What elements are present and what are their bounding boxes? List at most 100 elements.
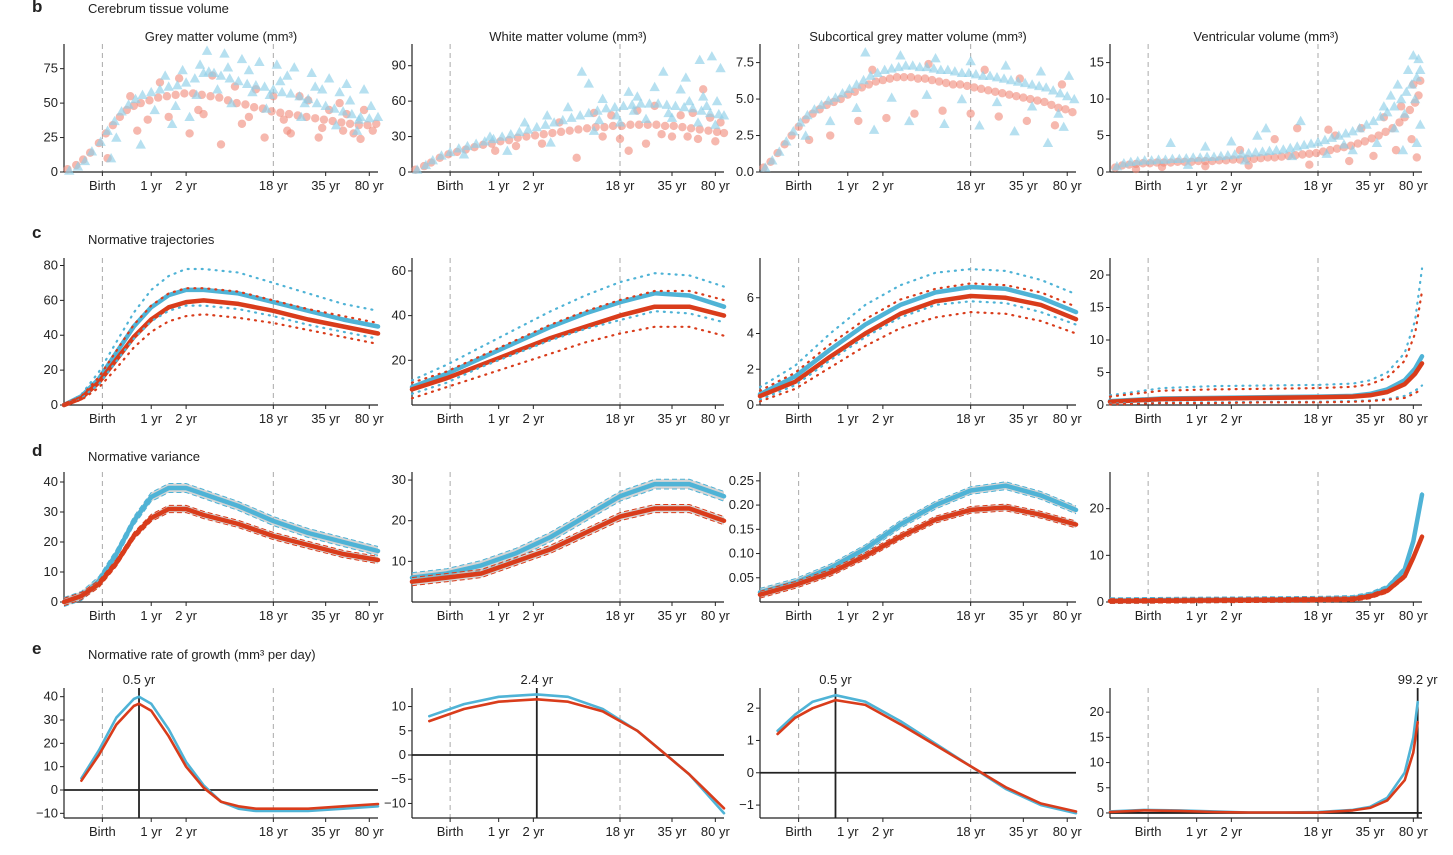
data-point-female [162, 92, 172, 101]
data-point-female [1395, 118, 1404, 127]
data-point-female [854, 116, 863, 126]
chart-e-sgm: −1 0 1 2 Birth 1 yr 2 yr 18 yr 35 yr 80 yr 0.5 yr [739, 672, 1082, 839]
data-point-male [1257, 146, 1268, 156]
peak-label: 0.5 yr [819, 672, 852, 687]
data-point-male [998, 73, 1010, 83]
x-tick-label: Birth [785, 824, 812, 839]
data-point-male [296, 111, 307, 122]
data-point-male [341, 78, 352, 88]
data-point-male [1415, 64, 1426, 75]
y-tick-label: 10 [392, 699, 406, 714]
data-point-male [1062, 90, 1073, 101]
y-tick-label: 5 [399, 723, 406, 738]
data-point-male [956, 93, 968, 104]
data-point-male [809, 104, 820, 114]
data-point-male [436, 150, 447, 160]
x-tick-label: 1 yr [140, 178, 162, 193]
data-point-male [1165, 137, 1176, 147]
x-tick-label: 80 yr [701, 608, 731, 623]
data-point-female [716, 118, 725, 127]
data-point-male [1160, 154, 1171, 164]
panel-letter-c: c [32, 223, 41, 242]
y-tick-label: 0.10 [729, 546, 754, 561]
x-tick-label: 1 yr [488, 824, 510, 839]
y-tick-label: 0 [51, 594, 58, 609]
chart-b-sgm: 0.0 2.5 5.0 7.5 Birth 1 yr 2 yr 18 yr 35 yr 80 yr [736, 44, 1082, 193]
x-tick-label: 2 yr [522, 608, 544, 623]
data-point-male [844, 83, 855, 94]
data-point-male [611, 110, 622, 120]
data-point-male [420, 159, 432, 170]
y-tick-label: −5 [391, 771, 406, 786]
x-tick-label: 35 yr [658, 411, 688, 426]
data-point-female [948, 80, 958, 89]
chart-c-wm: 20 40 60 Birth 1 yr 2 yr 18 yr 35 yr 80 yr [392, 258, 730, 426]
chart-c-sgm: 0 2 4 6 Birth 1 yr 2 yr 18 yr 35 yr 80 yr [747, 258, 1082, 426]
series-line-male-upper [1108, 267, 1424, 397]
y-tick-label: 10 [1090, 91, 1104, 106]
data-point-male [1385, 90, 1396, 100]
chart-b-gm: 0 25 50 75 Birth 1 yr 2 yr 18 yr 35 yr 80 yr [44, 44, 384, 193]
data-point-female [565, 126, 574, 135]
data-point-female [977, 84, 986, 94]
band-edge [759, 481, 1077, 589]
data-point-male [135, 139, 146, 149]
x-tick-label: 35 yr [311, 178, 341, 193]
data-point-male [868, 124, 880, 134]
data-point-female [676, 111, 685, 120]
data-point-male [935, 64, 947, 75]
x-tick-label: 80 yr [1399, 178, 1429, 193]
x-tick-label: 18 yr [259, 824, 289, 839]
peak-label: 99.2 yr [1398, 672, 1438, 687]
y-tick-label: 15 [1090, 729, 1104, 744]
data-point-female [826, 131, 835, 140]
data-point-male [542, 110, 553, 120]
data-point-male [1354, 123, 1365, 133]
data-point-male [329, 103, 340, 113]
variance-band-male [412, 479, 724, 583]
data-point-male [1139, 155, 1150, 165]
y-tick-label: −1 [739, 797, 754, 812]
data-point-male [1240, 155, 1251, 165]
data-point-male [1194, 152, 1206, 162]
data-point-female [356, 134, 365, 144]
x-tick-label: 1 yr [1186, 608, 1208, 623]
data-point-male [344, 95, 356, 105]
data-point-male [991, 96, 1003, 107]
data-point-male [254, 56, 265, 66]
data-point-female [1324, 125, 1333, 134]
data-point-male [191, 89, 202, 100]
data-point-male [860, 47, 871, 57]
y-tick-label: 10 [44, 759, 58, 774]
y-tick-label: 30 [44, 712, 58, 727]
variance-band-male [1110, 491, 1422, 604]
y-tick-label: 10 [392, 553, 406, 568]
y-tick-label: −10 [384, 795, 406, 810]
band-edge [63, 492, 379, 607]
y-tick-label: 0 [51, 164, 58, 179]
data-point-male [1042, 137, 1054, 147]
data-point-male [1188, 152, 1199, 162]
data-point-male [130, 93, 141, 104]
y-tick-label: 50 [44, 95, 58, 110]
data-point-male [1375, 111, 1386, 121]
data-point-male [427, 154, 438, 165]
series-line-male-lower [758, 300, 1078, 401]
y-tick-label: 20 [1090, 704, 1104, 719]
data-point-male [977, 70, 989, 80]
data-point-male [137, 89, 148, 100]
data-point-male [259, 81, 270, 91]
data-point-female [1367, 134, 1376, 143]
x-tick-label: 2 yr [872, 608, 894, 623]
x-tick-label: Birth [1135, 178, 1162, 193]
y-tick-label: 15 [1090, 300, 1104, 315]
data-point-male [334, 86, 345, 97]
data-point-female [1050, 121, 1060, 130]
y-tick-label: 10 [1090, 755, 1104, 770]
data-point-male [364, 113, 375, 123]
data-point-male [576, 66, 588, 76]
data-point-female [1131, 164, 1141, 174]
data-point-male [219, 48, 230, 58]
x-tick-label: 18 yr [1304, 608, 1334, 623]
data-point-female [539, 130, 548, 139]
